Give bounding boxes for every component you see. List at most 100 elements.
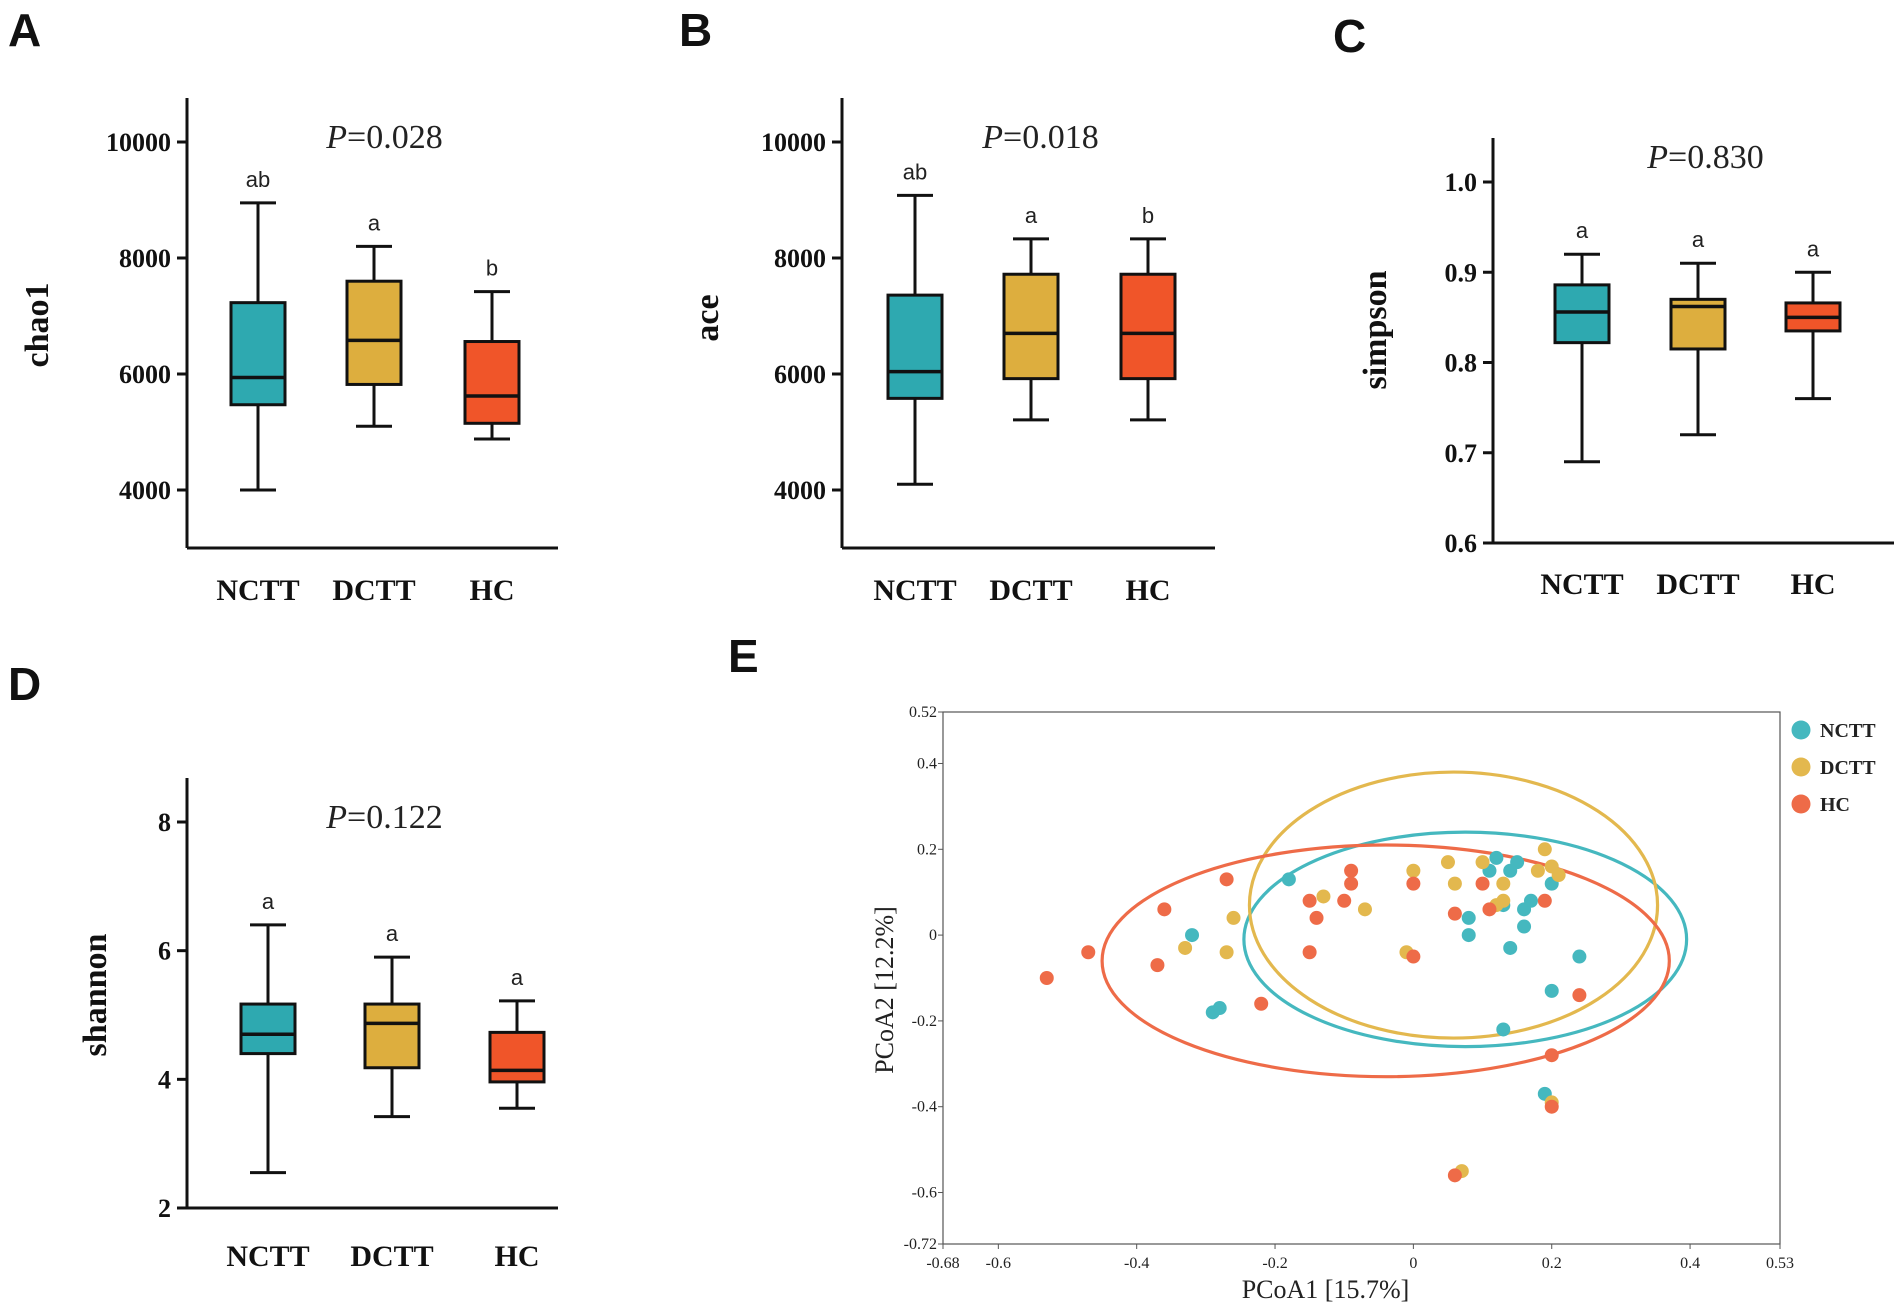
significance-letter: a <box>1807 236 1820 261</box>
y-tick-label: 4000 <box>119 476 171 505</box>
data-point <box>1523 893 1538 908</box>
data-point <box>1530 863 1545 878</box>
data-point <box>1475 855 1490 870</box>
data-point <box>1544 1048 1559 1063</box>
data-point <box>1302 893 1317 908</box>
data-point <box>1406 949 1421 964</box>
data-point <box>1544 1099 1559 1114</box>
x-tick-label: 0 <box>1409 1255 1417 1272</box>
x-category-label: HC <box>495 1240 540 1273</box>
significance-letter: a <box>386 921 399 946</box>
y-tick-label: 6000 <box>119 360 171 389</box>
x-tick-label: -0.4 <box>1124 1255 1149 1272</box>
data-point <box>1447 876 1462 891</box>
data-point <box>1475 876 1490 891</box>
series-nctt <box>1185 850 1587 1101</box>
legend-marker-nctt <box>1791 720 1811 740</box>
panel-E: E -0.68 -0.6 -0.4 -0.2 0 0.2 0.4 0.53 0.52 0.4 0.2 0… <box>728 630 1876 1304</box>
data-point <box>1316 889 1331 904</box>
box-iqr <box>229 301 287 407</box>
data-point <box>1185 928 1200 943</box>
y-tick-label: -0.4 <box>912 1099 937 1116</box>
box-iqr <box>488 1030 546 1084</box>
data-point <box>1447 906 1462 921</box>
significance-letter: ab <box>903 159 927 184</box>
x-tick-label: -0.68 <box>926 1255 959 1272</box>
significance-letter: a <box>262 889 275 914</box>
data-point <box>1178 940 1193 955</box>
data-point <box>1440 855 1455 870</box>
y-tick-label: 0.9 <box>1445 258 1478 287</box>
data-point <box>1551 868 1566 883</box>
series-dctt <box>1178 842 1566 1179</box>
data-point <box>1482 902 1497 917</box>
y-tick-label: 4000 <box>774 476 826 505</box>
data-point <box>1212 1001 1227 1016</box>
panel-A: A 4000 6000 8000 10000 chao1 P=0.028 ab NCTT a DCT… <box>8 4 558 607</box>
legend-label: HC <box>1820 794 1850 816</box>
data-point <box>1344 876 1359 891</box>
box-iqr <box>463 340 521 425</box>
panel-D: D 2 4 6 8 shannon P=0.122 a NCTT a DCTT a HC <box>8 658 558 1273</box>
data-point <box>1309 910 1324 925</box>
box-dctt: a DCTT <box>332 210 415 607</box>
significance-letter: a <box>368 210 381 235</box>
plot-frame <box>942 711 1781 1245</box>
box-iqr <box>1119 272 1177 381</box>
p-value-title: P=0.018 <box>981 119 1098 156</box>
y-tick-label: 0.6 <box>1445 529 1478 558</box>
data-point <box>1537 893 1552 908</box>
p-value: =0.018 <box>1003 119 1099 156</box>
data-point <box>1489 850 1504 865</box>
data-point <box>1357 902 1372 917</box>
box-iqr <box>1002 272 1060 381</box>
x-tick-label: 0.2 <box>1542 1255 1562 1272</box>
box-hc: b HC <box>463 256 521 607</box>
y-tick-label: 4 <box>158 1065 171 1094</box>
significance-letter: a <box>511 965 524 990</box>
data-point <box>1496 1022 1511 1037</box>
panel-letter-C: C <box>1333 10 1366 62</box>
p-label: P <box>1646 139 1668 176</box>
box-nctt: a NCTT <box>1540 218 1623 601</box>
y-tick-label: 1.0 <box>1445 168 1478 197</box>
panel-letter-B: B <box>679 4 712 56</box>
data-point <box>1406 876 1421 891</box>
panel-B: B 4000 6000 8000 10000 ace P=0.018 ab NCTT a DCTT b… <box>679 4 1215 607</box>
panel-letter-D: D <box>8 658 41 710</box>
significance-letter: a <box>1576 218 1589 243</box>
significance-letter: a <box>1025 203 1038 228</box>
x-category-label: NCTT <box>873 574 956 607</box>
x-tick-label: 0.4 <box>1680 1255 1700 1272</box>
box-iqr <box>345 279 403 386</box>
x-tick-label: 0.53 <box>1766 1255 1794 1272</box>
y-tick-label: 0.4 <box>917 755 937 772</box>
y-axis-label: ace <box>689 294 726 341</box>
box-iqr <box>886 293 944 400</box>
legend-marker-hc <box>1791 794 1811 814</box>
data-point <box>1226 910 1241 925</box>
y-tick-label: -0.2 <box>912 1013 937 1030</box>
data-point <box>1503 940 1518 955</box>
confidence-ellipse-dctt <box>1247 770 1660 1040</box>
data-point <box>1406 863 1421 878</box>
legend-label: DCTT <box>1820 757 1876 779</box>
box-hc: b HC <box>1119 203 1177 607</box>
box-hc: a HC <box>488 965 546 1273</box>
significance-letter: b <box>486 256 498 281</box>
x-category-label: NCTT <box>226 1240 309 1273</box>
y-tick-label: 8000 <box>119 244 171 273</box>
data-point <box>1344 863 1359 878</box>
legend-label: NCTT <box>1820 720 1876 742</box>
p-value: =0.122 <box>347 799 443 836</box>
confidence-ellipse-hc <box>1100 843 1671 1079</box>
y-axis-label: simpson <box>1357 270 1394 389</box>
data-point <box>1572 949 1587 964</box>
box-nctt: ab NCTT <box>873 159 956 607</box>
p-value-title: P=0.028 <box>325 119 442 156</box>
x-tick-label: -0.6 <box>986 1255 1011 1272</box>
x-category-label: HC <box>470 574 515 607</box>
x-category-label: NCTT <box>1540 568 1623 601</box>
x-category-label: HC <box>1126 574 1171 607</box>
significance-letter: b <box>1142 203 1154 228</box>
